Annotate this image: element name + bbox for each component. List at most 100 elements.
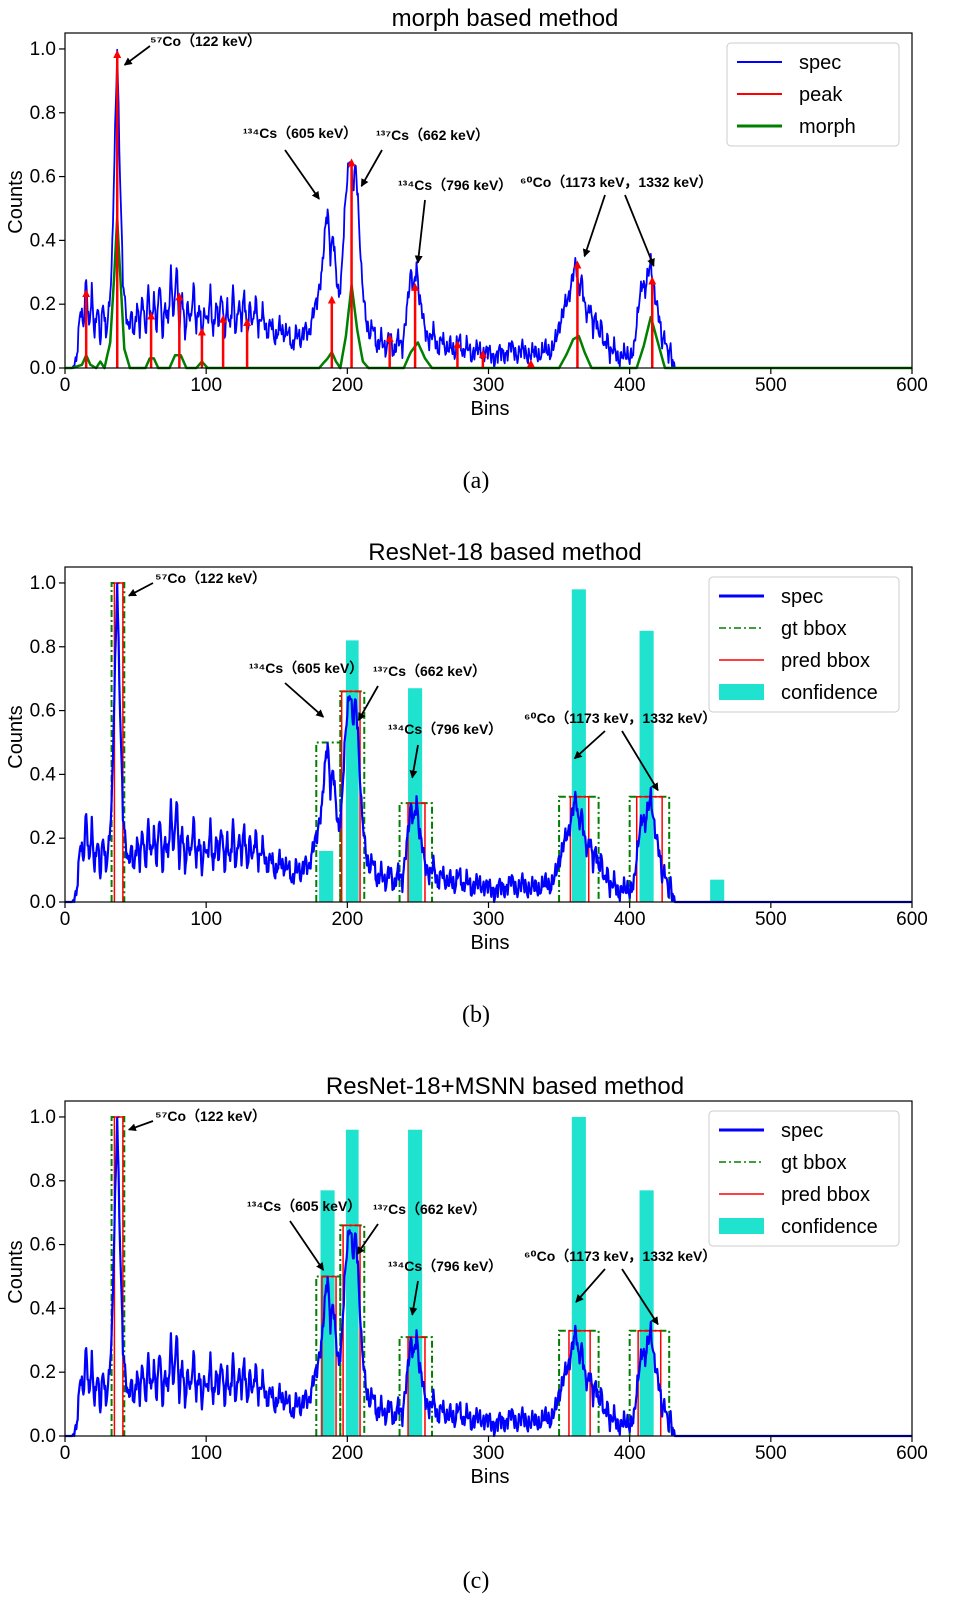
panel-b-plot: 0 100 200 300 400 500 600 0.0 0.2 0.4 0.6 0.8 1.0 ⁵⁷C… [30,566,928,930]
y-tick-label: 0.8 [30,103,56,124]
y-tick-label: 0.8 [30,1171,56,1192]
annotation-arrow [409,744,419,779]
x-tick-label: 100 [190,1443,222,1464]
legend-label: confidence [781,1216,878,1238]
annotation-label: ¹³⁴Cs（605 keV） [249,660,363,676]
annotation-arrow [624,194,655,267]
y-tick-label: 0.4 [30,1298,57,1319]
annotation-label: ¹³⁴Cs（796 keV） [398,177,512,193]
panel-a-plot: 0 100 200 300 400 500 600 0.0 0.2 0.4 0.6 0.8 1.0 ⁵⁷C… [30,32,928,396]
x-tick-label: 0 [60,375,71,396]
panel-a-ylabel: Counts [5,170,27,233]
annotation-arrow [582,194,606,258]
x-tick-label: 300 [473,375,505,396]
x-tick-label: 400 [614,375,646,396]
panel-a-caption: (a) [463,468,490,494]
annotation-label: ⁵⁷Co（122 keV） [155,570,266,586]
confidence-bar [571,1116,586,1436]
annotation-label: ¹³⁷Cs（662 keV） [373,663,486,679]
panel-b-xlabel: Bins [471,932,510,954]
x-tick-label: 0 [60,909,71,930]
annotation-arrow [284,682,325,718]
y-tick-label: 0.2 [30,294,56,315]
panel-c-ylabel: Counts [5,1240,27,1303]
legend-box [726,42,900,147]
y-tick-label: 0.4 [30,764,57,785]
y-tick-label: 1.0 [30,573,56,594]
panel-a-xlabel: Bins [471,398,510,420]
confidence-bar [320,1190,335,1436]
annotation-arrow [127,582,154,597]
panel-c-xlabel: Bins [471,1466,510,1488]
x-tick-label: 200 [331,375,363,396]
y-tick-label: 0.2 [30,1362,56,1383]
annotation-arrow [575,1268,606,1303]
annotation-label: ¹³⁴Cs（796 keV） [388,721,502,737]
y-tick-label: 0.0 [30,1426,56,1447]
annotation-arrow [284,149,320,200]
legend-label: morph [799,116,856,138]
confidence-bar [345,1129,359,1436]
y-tick-label: 0.6 [30,167,56,188]
panel-c-plot: 0 100 200 300 400 500 600 0.0 0.2 0.4 0.6 0.8 1.0 ⁵⁷C… [30,1100,928,1464]
x-tick-label: 500 [755,375,787,396]
annotation-arrow [621,730,659,792]
legend-label: spec [781,1120,823,1142]
panel-b-title: ResNet-18 based method [368,539,642,566]
annotation-label: ⁶⁰Co（1173 keV，1332 keV） [524,1248,716,1264]
legend-label: spec [781,586,823,608]
annotation-arrow [357,685,379,722]
x-tick-label: 600 [896,909,928,930]
panel-a: morph based method 0 100 200 300 400 500 600 0.… [5,5,928,494]
confidence-bar [571,589,586,902]
annotation-label: ¹³⁴Cs（796 keV） [388,1258,502,1274]
annotation-arrow [621,1268,659,1326]
annotation-arrow [573,730,606,760]
legend-label: spec [799,52,841,74]
gt-bbox [315,741,342,902]
annotation-arrow [414,199,426,264]
annotation-label: ¹³⁴Cs（605 keV） [243,125,357,141]
annotation-arrow [123,45,151,66]
legend-label: pred bbox [781,650,870,672]
legend-box [708,576,900,713]
y-tick-label: 0.6 [30,701,56,722]
morph-line [65,216,912,370]
x-tick-label: 600 [896,375,928,396]
confidence-bar [408,1129,423,1436]
annotation-label: ¹³⁷Cs（662 keV） [373,1201,486,1217]
annotation-arrow [360,149,383,188]
pred-bbox [569,795,590,902]
confidence-bar [408,688,423,902]
y-tick-label: 0.2 [30,828,56,849]
confidence-bar [345,640,359,902]
annotation-label: ¹³⁷Cs（662 keV） [376,127,489,143]
annotation-arrow [127,1120,154,1132]
confidence-bar [710,879,725,902]
y-tick-label: 0.0 [30,358,56,379]
legend-label: gt bbox [781,1152,847,1174]
annotation-label: ⁵⁷Co（122 keV） [155,1108,266,1124]
annotation-label: ⁵⁷Co（122 keV） [150,33,261,49]
panel-c-title: ResNet-18+MSNN based method [326,1073,684,1100]
x-tick-label: 300 [473,1443,505,1464]
x-tick-label: 100 [190,375,222,396]
y-tick-label: 0.4 [30,230,57,251]
x-tick-label: 200 [331,1443,363,1464]
x-tick-label: 400 [614,909,646,930]
gt-bbox [339,1224,366,1436]
legend-swatch-confidence [719,684,764,700]
confidence-bar [639,630,654,902]
panel-b-caption: (b) [462,1002,490,1028]
panel-c-caption: (c) [463,1568,490,1594]
annotation-label: ⁶⁰Co（1173 keV，1332 keV） [524,710,716,726]
x-tick-label: 500 [755,909,787,930]
x-tick-label: 500 [755,1443,787,1464]
confidence-bar [639,1190,654,1436]
panel-b-ylabel: Counts [5,705,27,768]
annotation-label: ⁶⁰Co（1173 keV，1332 keV） [520,174,712,190]
annotation-arrow [409,1280,419,1316]
x-tick-label: 200 [331,909,363,930]
y-tick-label: 1.0 [30,1107,56,1128]
